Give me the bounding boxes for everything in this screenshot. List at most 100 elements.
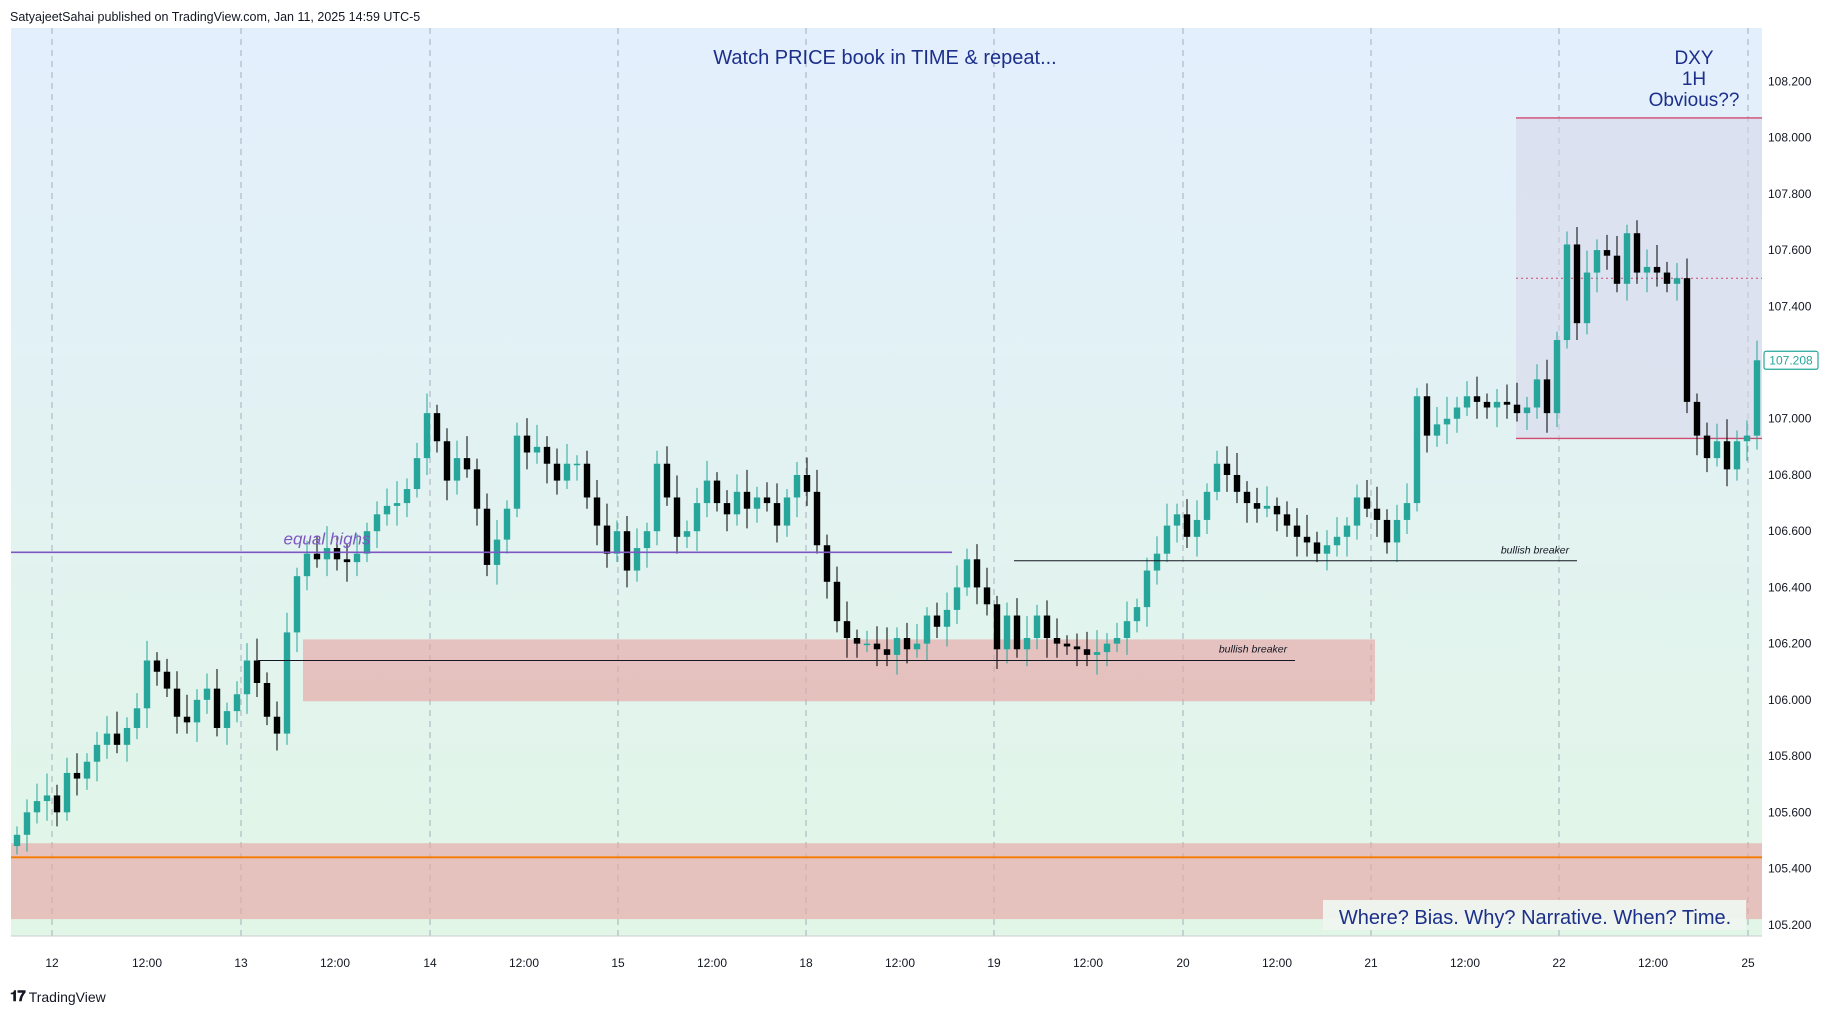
candle-body	[223, 711, 231, 728]
candle-body	[593, 497, 601, 526]
candle-body	[1083, 649, 1091, 655]
candle-body	[733, 491, 741, 515]
candle-body	[43, 795, 51, 802]
candle-body	[583, 463, 591, 498]
dxy-candlestick-chart[interactable]: equal highs bullish breaker bullish breake…	[0, 0, 1830, 975]
candle-body	[1533, 379, 1541, 408]
candle-body	[893, 638, 901, 655]
candle-body	[463, 458, 471, 470]
candle-body	[1503, 401, 1511, 405]
candle-body	[343, 559, 351, 563]
candle-body	[903, 638, 911, 650]
candle-body	[1283, 514, 1291, 526]
candle-body	[1623, 233, 1631, 284]
candle-body	[1373, 508, 1381, 520]
candle-body	[1733, 441, 1741, 470]
candle-body	[453, 458, 461, 481]
candle-body	[673, 497, 681, 537]
corner-label-line: Obvious??	[1649, 90, 1740, 111]
candle-body	[273, 716, 281, 734]
candle-body	[1753, 360, 1761, 436]
candle-body	[513, 435, 521, 509]
candle-body	[993, 604, 1001, 650]
candle-body	[1223, 463, 1231, 475]
candle-body	[1543, 379, 1551, 414]
x-tick-label: 12:00	[1073, 956, 1103, 970]
range-box	[1516, 117, 1762, 440]
candle-body	[1133, 607, 1141, 622]
candle-body	[1443, 418, 1451, 425]
candle-body	[663, 463, 671, 498]
chart-title: Watch PRICE book in TIME & repeat...	[713, 47, 1056, 69]
candle-body	[423, 413, 431, 459]
tradingview-footer: 𝟏𝟕 TradingView	[10, 988, 106, 1005]
candle-body	[83, 761, 91, 779]
candle-body	[1663, 272, 1671, 284]
candle-body	[263, 682, 271, 717]
candle-body	[63, 772, 71, 813]
y-tick-label: 108.200	[1768, 74, 1812, 88]
x-tick-label: 18	[799, 956, 813, 970]
price-axis: 108.200 108.000 107.800 107.600 107.400 107.2…	[1763, 74, 1819, 932]
candle-body	[1403, 503, 1411, 520]
candle-body	[1363, 497, 1371, 509]
y-tick-label: 107.600	[1768, 243, 1812, 257]
candle-body	[1513, 404, 1521, 414]
candle-body	[983, 587, 991, 605]
candle-body	[473, 469, 481, 509]
x-tick-label: 12:00	[132, 956, 162, 970]
candle-body	[13, 834, 21, 847]
candle-body	[1203, 491, 1211, 520]
candle-body	[683, 531, 691, 537]
candle-body	[853, 638, 861, 644]
candle-body	[1023, 638, 1031, 650]
candle-body	[1163, 525, 1171, 554]
candle-body	[623, 531, 631, 571]
candle-body	[1273, 505, 1281, 515]
candle-body	[703, 480, 711, 504]
candle-body	[1033, 615, 1041, 639]
annotation-label: bullish breaker	[1501, 545, 1570, 557]
candle-body	[413, 458, 421, 490]
candle-body	[93, 744, 101, 762]
y-tick-label: 108.000	[1768, 131, 1812, 145]
candle-body	[153, 660, 161, 672]
candle-body	[973, 559, 981, 588]
candle-body	[113, 733, 121, 745]
candle-body	[1063, 643, 1071, 647]
tradingview-logo-icon: 𝟏𝟕	[10, 988, 26, 1005]
candle-body	[1333, 536, 1341, 546]
candle-body	[1553, 340, 1561, 414]
candle-body	[443, 441, 451, 481]
candle-body	[143, 660, 151, 709]
candle-body	[1563, 244, 1571, 341]
candle-body	[243, 660, 251, 695]
candle-body	[283, 632, 291, 734]
candle-body	[1173, 514, 1181, 526]
candle-body	[403, 489, 411, 504]
candle-body	[73, 772, 81, 779]
candle-body	[1693, 401, 1701, 436]
candle-body	[723, 503, 731, 515]
x-tick-label: 12:00	[697, 956, 727, 970]
candle-body	[163, 671, 171, 689]
x-tick-label: 19	[987, 956, 1001, 970]
candle-body	[1323, 545, 1331, 554]
footer-logo-text: TradingView	[28, 988, 106, 1005]
candle-body	[173, 688, 181, 717]
candle-body	[823, 545, 831, 582]
candle-body	[333, 548, 341, 560]
candle-body	[1313, 542, 1321, 554]
candle-body	[33, 801, 41, 813]
candle-body	[1653, 266, 1661, 273]
x-tick-label: 12:00	[885, 956, 915, 970]
candle-body	[1383, 519, 1391, 543]
candle-body	[653, 463, 661, 532]
footer-note: Where? Bias. Why? Narrative. When? Time.	[1339, 907, 1731, 929]
candle-body	[133, 708, 141, 728]
chart-labels: equal highs bullish breaker bullish breake…	[284, 47, 1746, 930]
candle-body	[933, 615, 941, 627]
candle-body	[953, 587, 961, 610]
candle-body	[523, 435, 531, 453]
x-tick-label: 12	[45, 956, 59, 970]
